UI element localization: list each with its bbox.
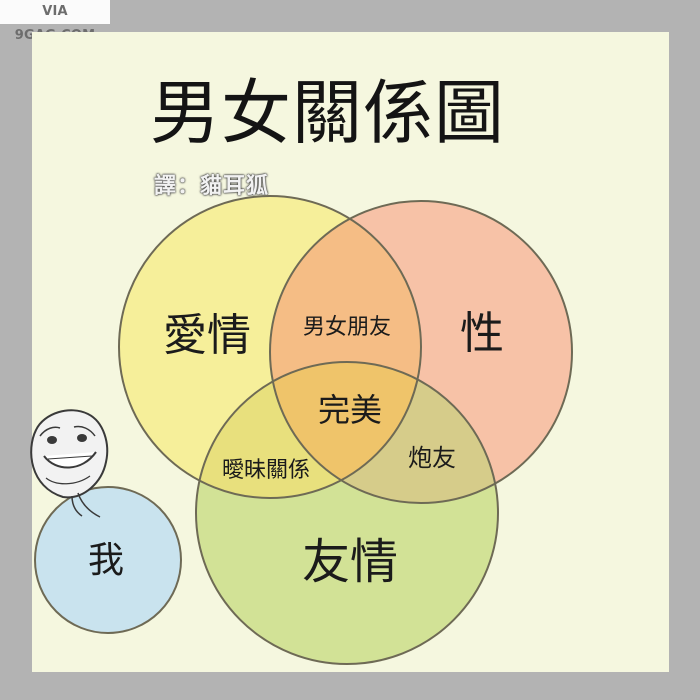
label-sex: 性 [460,308,504,359]
me-circle [34,486,182,634]
label-love-friendship: 曖昧關係 [221,458,311,483]
forever-alone-face-icon [30,409,109,518]
label-sex-friendship: 炮友 [408,444,456,472]
love-friendship-overlap [196,362,421,498]
center-overlap [270,362,421,498]
page-title: 男女關係圖 [150,72,505,154]
label-friendship: 友情 [301,534,399,590]
love-outline [118,195,422,499]
label-love: 愛情 [163,310,251,361]
translator-credit: 譯：貓耳狐 [154,174,270,199]
label-perfect: 完美 [317,391,383,429]
friendship-outline [195,361,499,665]
label-love-sex: 男女朋友 [302,315,392,340]
label-me: 我 [87,540,125,581]
sex-outline [269,200,573,504]
